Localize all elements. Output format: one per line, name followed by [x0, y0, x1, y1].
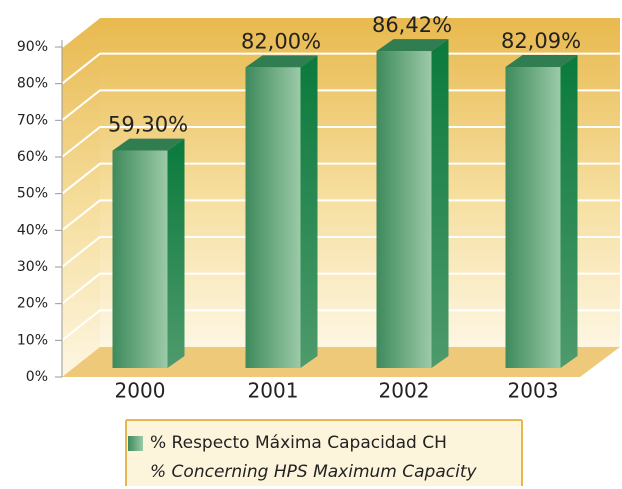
- value-label: 86,42%: [372, 13, 452, 37]
- left-wall: [62, 17, 100, 377]
- bar-top: [505, 55, 578, 68]
- bar-top: [376, 39, 449, 52]
- bar: [112, 150, 168, 368]
- bar-top: [112, 138, 185, 151]
- y-tick-label: 0%: [26, 369, 48, 385]
- x-tick-label: 2002: [379, 379, 430, 403]
- bar-side: [431, 39, 449, 368]
- value-label: 59,30%: [108, 113, 188, 137]
- bar: [245, 67, 301, 368]
- value-label: 82,09%: [501, 29, 581, 53]
- bar: [505, 67, 561, 369]
- bar-side: [560, 55, 578, 369]
- x-tick-label: 2003: [508, 379, 559, 403]
- bar-top: [245, 55, 318, 68]
- legend-label: % Respecto Máxima Capacidad CH: [150, 433, 447, 453]
- y-tick-label: 40%: [17, 222, 48, 238]
- y-tick-label: 30%: [17, 259, 48, 275]
- legend-translation: % Concerning HPS Maximum Capacity: [150, 462, 477, 482]
- grid-line: [61, 16, 620, 48]
- y-tick-label: 50%: [17, 186, 48, 202]
- y-tick-label: 70%: [17, 112, 48, 128]
- floor: [62, 347, 620, 377]
- y-tick-label: 80%: [17, 76, 48, 92]
- value-label: 82,00%: [241, 29, 321, 53]
- legend-marker: [128, 436, 143, 451]
- y-tick-label: 60%: [17, 149, 48, 165]
- legend-box: [126, 420, 522, 486]
- y-tick-label: 90%: [17, 39, 48, 55]
- y-tick-label: 10%: [17, 332, 48, 348]
- y-tick-label: 20%: [17, 296, 48, 312]
- bar-side: [167, 138, 185, 368]
- x-tick-label: 2001: [248, 379, 299, 403]
- bar-side: [300, 55, 318, 368]
- x-tick-label: 2000: [115, 379, 166, 403]
- bar: [376, 51, 432, 368]
